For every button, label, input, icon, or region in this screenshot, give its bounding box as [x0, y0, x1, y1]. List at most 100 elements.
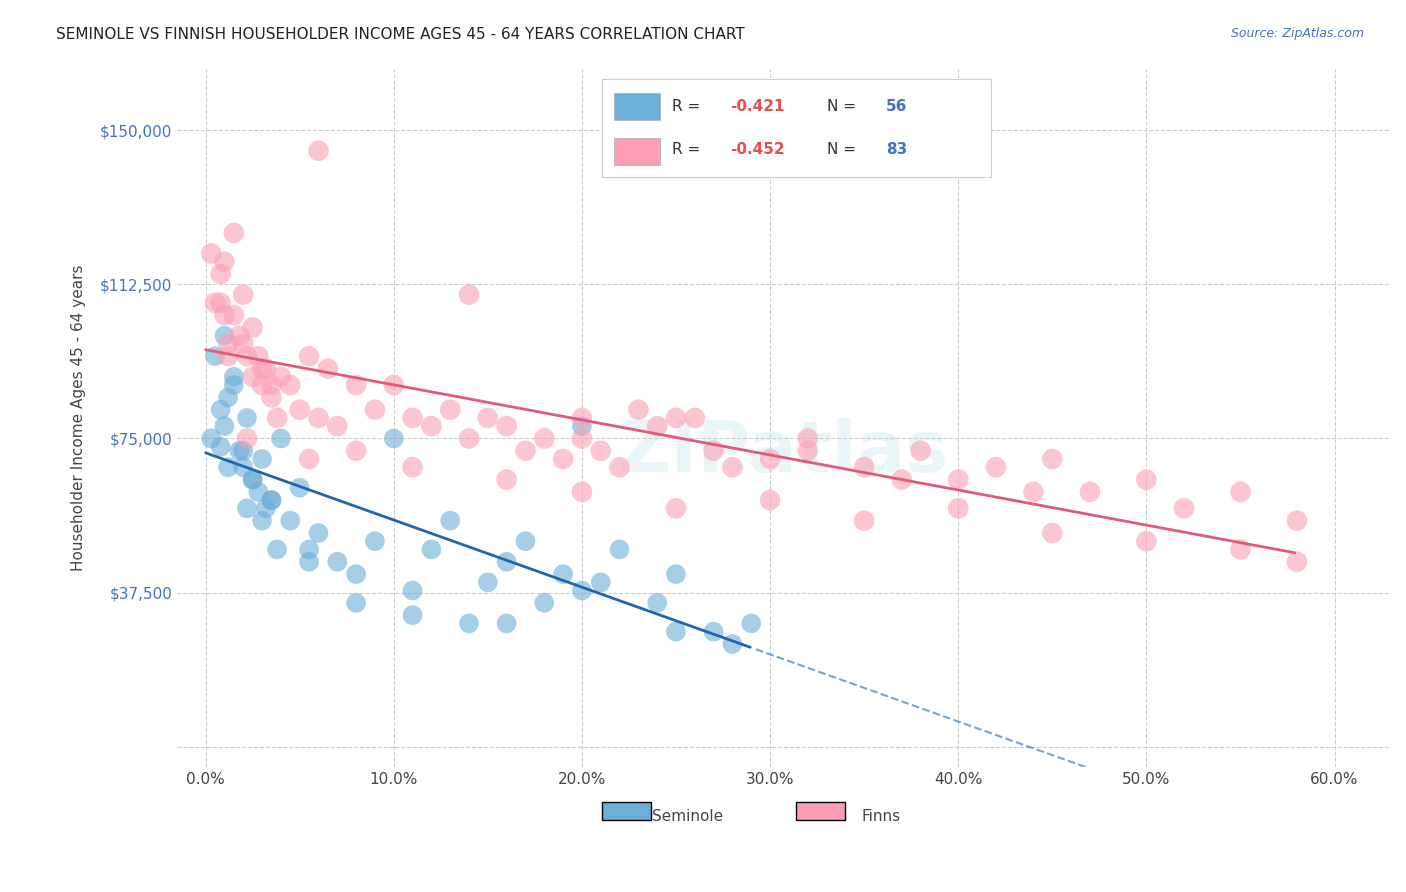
Point: [665, 410, 688, 425]
Point: [364, 402, 387, 417]
Point: [665, 624, 688, 639]
Point: [344, 378, 367, 392]
Point: [515, 443, 537, 458]
Point: [533, 432, 555, 446]
Point: [458, 287, 481, 301]
FancyBboxPatch shape: [602, 802, 651, 820]
Point: [247, 349, 270, 363]
Point: [209, 267, 232, 281]
Point: [759, 452, 782, 467]
Point: [217, 390, 239, 404]
Text: Seminole: Seminole: [651, 809, 723, 824]
Point: [796, 432, 818, 446]
Point: [458, 616, 481, 631]
Point: [326, 419, 349, 434]
Point: [326, 555, 349, 569]
Point: [1173, 501, 1195, 516]
Point: [217, 349, 239, 363]
Point: [721, 637, 744, 651]
Point: [204, 349, 226, 363]
Point: [200, 246, 222, 260]
Point: [890, 473, 912, 487]
Point: [236, 432, 259, 446]
Point: [571, 410, 593, 425]
Point: [308, 410, 330, 425]
Point: [948, 501, 970, 516]
Point: [495, 616, 517, 631]
Point: [571, 419, 593, 434]
Point: [948, 473, 970, 487]
Point: [254, 501, 277, 516]
Point: [533, 596, 555, 610]
Point: [232, 460, 254, 475]
Point: [200, 432, 222, 446]
Point: [401, 608, 423, 623]
Point: [204, 295, 226, 310]
Point: [364, 534, 387, 549]
Point: [242, 473, 264, 487]
Point: [609, 460, 631, 475]
Point: [270, 369, 292, 384]
Point: [236, 501, 259, 516]
Point: [665, 501, 688, 516]
Point: [1135, 473, 1157, 487]
Point: [420, 419, 443, 434]
Text: Source: ZipAtlas.com: Source: ZipAtlas.com: [1230, 27, 1364, 40]
Point: [266, 542, 288, 557]
Point: [232, 443, 254, 458]
Point: [260, 493, 283, 508]
Point: [645, 596, 668, 610]
Point: [236, 349, 259, 363]
Point: [308, 526, 330, 541]
Point: [254, 361, 277, 376]
Point: [645, 419, 668, 434]
Point: [236, 410, 259, 425]
Point: [209, 440, 232, 454]
Point: [1135, 534, 1157, 549]
Point: [288, 481, 311, 495]
Point: [214, 254, 236, 268]
Point: [627, 402, 650, 417]
Point: [214, 419, 236, 434]
Point: [250, 361, 273, 376]
Point: [439, 514, 461, 528]
Point: [250, 452, 273, 467]
Point: [910, 443, 932, 458]
Point: [242, 473, 264, 487]
Point: [214, 328, 236, 343]
FancyBboxPatch shape: [796, 802, 845, 820]
Point: [420, 542, 443, 557]
Point: [242, 320, 264, 334]
Point: [228, 443, 250, 458]
Point: [209, 295, 232, 310]
Point: [217, 337, 239, 351]
Point: [458, 432, 481, 446]
Point: [270, 432, 292, 446]
Point: [439, 402, 461, 417]
Point: [298, 349, 321, 363]
Point: [382, 432, 405, 446]
Point: [344, 567, 367, 582]
Point: [232, 337, 254, 351]
Point: [260, 493, 283, 508]
Point: [515, 534, 537, 549]
Point: [217, 460, 239, 475]
Point: [316, 361, 339, 376]
Point: [1040, 526, 1063, 541]
Point: [1229, 542, 1251, 557]
Text: Finns: Finns: [862, 809, 901, 824]
Point: [759, 493, 782, 508]
Point: [250, 514, 273, 528]
Point: [1229, 484, 1251, 499]
Point: [1078, 484, 1101, 499]
Point: [589, 443, 612, 458]
Point: [209, 402, 232, 417]
Point: [382, 378, 405, 392]
Point: [853, 460, 876, 475]
Point: [796, 443, 818, 458]
Point: [401, 583, 423, 598]
Point: [1022, 484, 1045, 499]
Point: [477, 575, 499, 590]
Point: [214, 308, 236, 322]
Point: [551, 452, 574, 467]
